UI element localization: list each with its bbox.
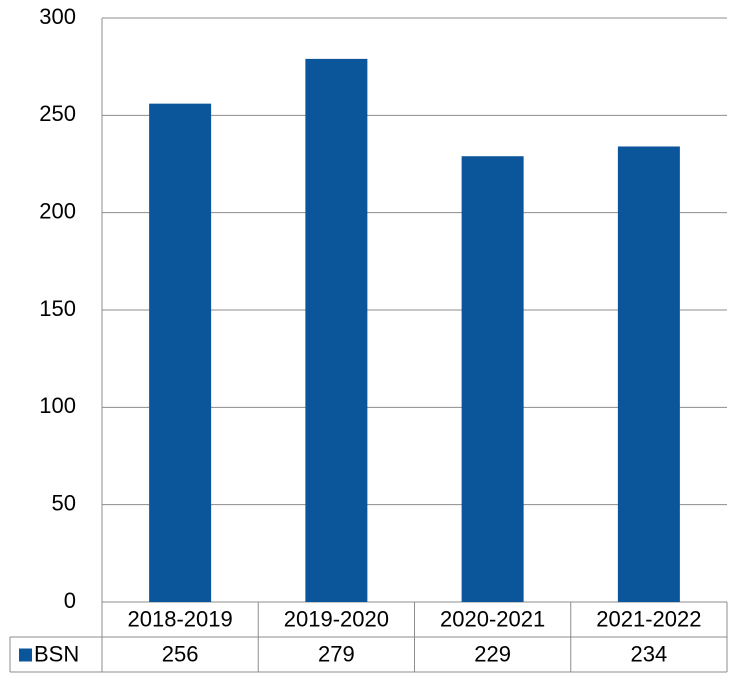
x-tick-label: 2018-2019	[128, 606, 233, 631]
y-tick-label: 250	[39, 101, 76, 126]
y-tick-label: 300	[39, 4, 76, 29]
y-tick-label: 150	[39, 296, 76, 321]
x-tick-label: 2021-2022	[596, 606, 701, 631]
table-value: 229	[474, 641, 511, 666]
bar	[149, 103, 212, 603]
legend-swatch	[19, 648, 32, 662]
x-tick-label: 2019-2020	[284, 606, 389, 631]
table-value: 279	[318, 641, 355, 666]
y-tick-label: 0	[64, 588, 76, 613]
y-tick-label: 50	[52, 490, 76, 515]
bar	[461, 156, 524, 603]
table-value: 256	[162, 641, 199, 666]
legend-label: BSN	[34, 641, 79, 666]
x-tick-label: 2020-2021	[440, 606, 545, 631]
y-tick-label: 100	[39, 393, 76, 418]
table-value: 234	[631, 641, 668, 666]
bar	[617, 146, 680, 603]
bar	[305, 58, 368, 602]
y-tick-label: 200	[39, 198, 76, 223]
